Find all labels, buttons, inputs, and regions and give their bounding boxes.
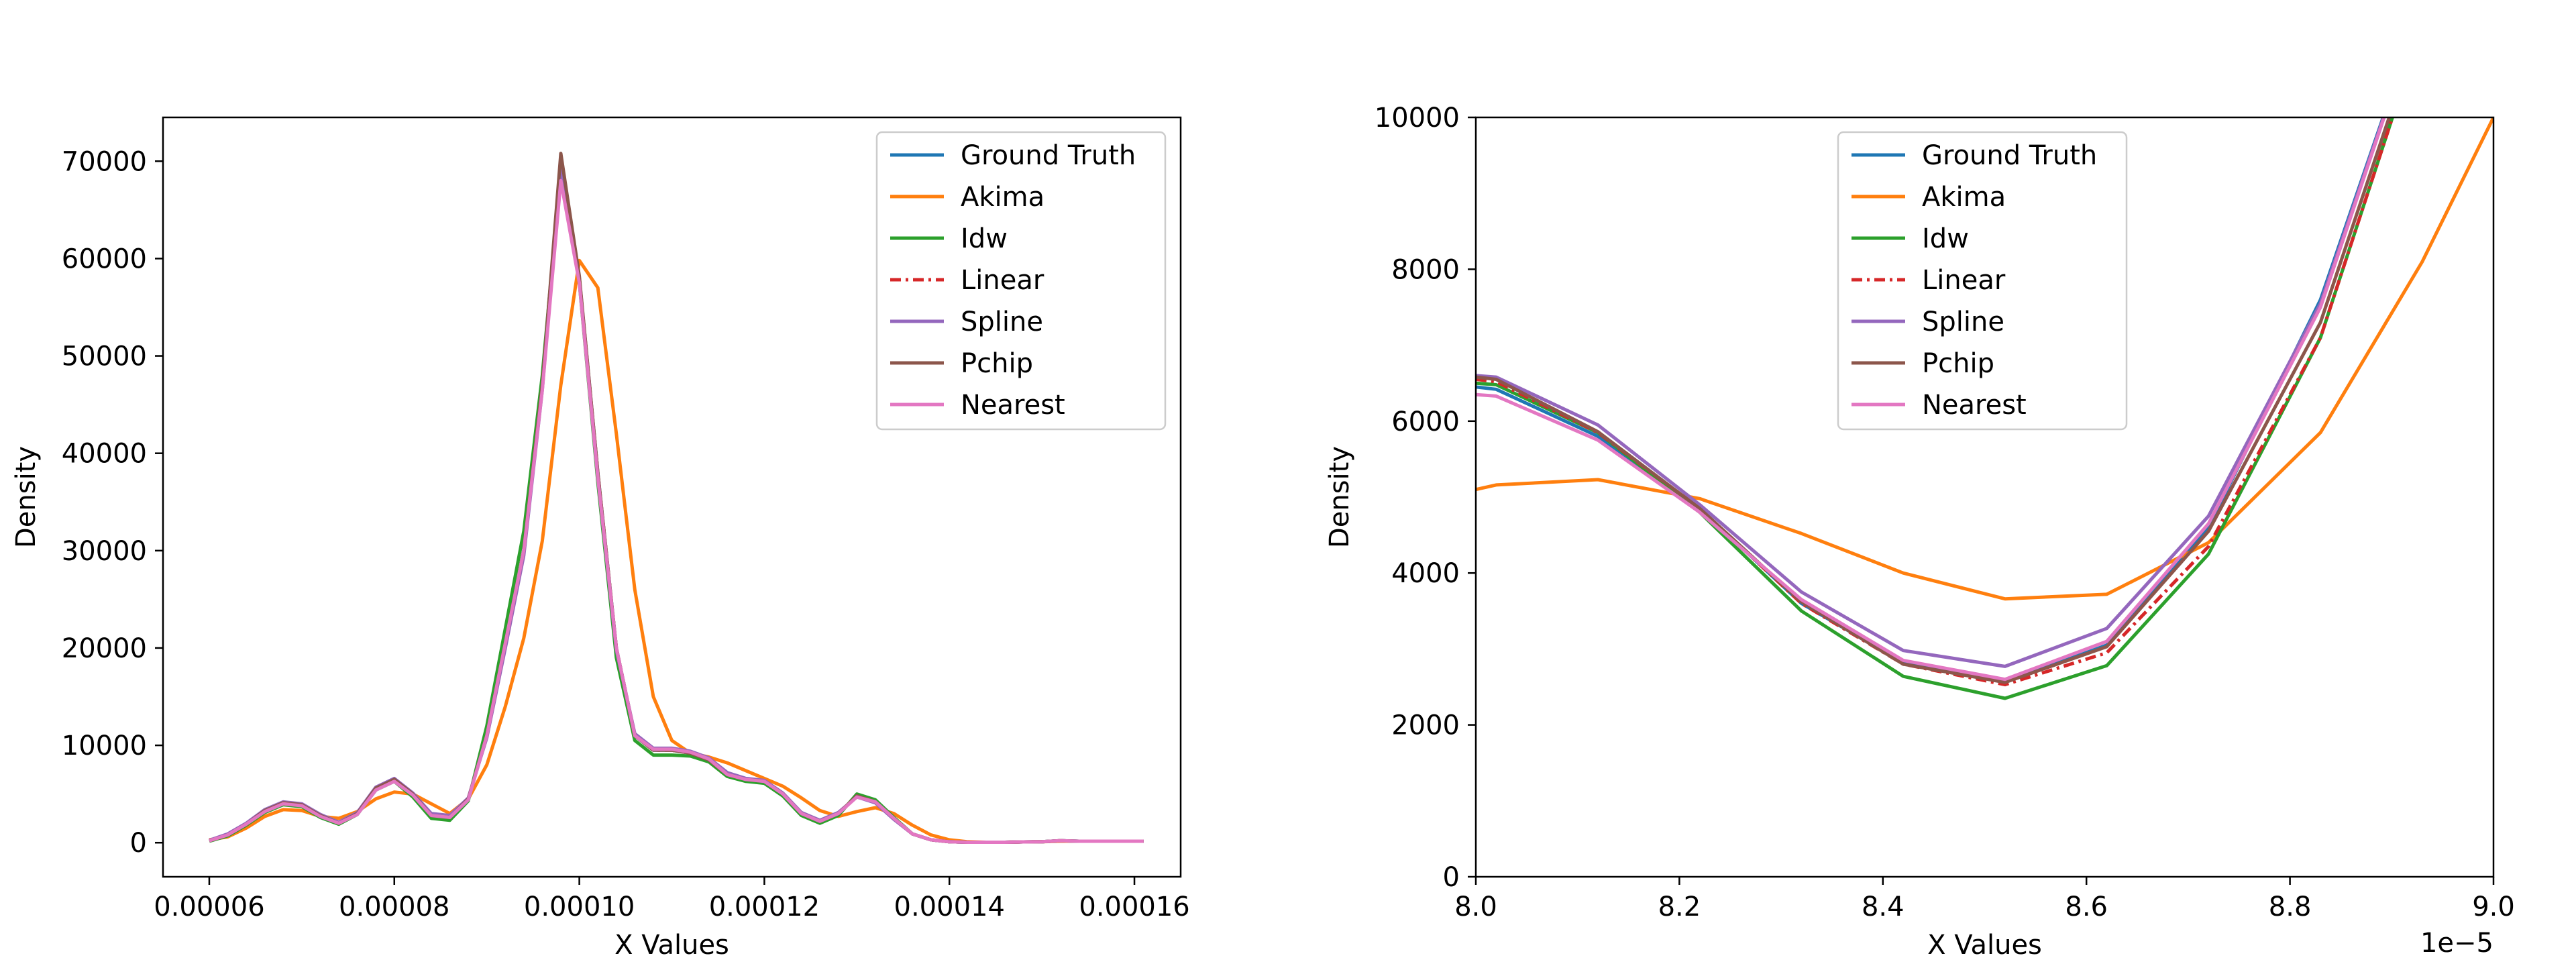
y-tick-label: 6000 (1391, 407, 1460, 437)
series-line-nearest (209, 178, 1144, 844)
y-tick-label: 4000 (1391, 558, 1460, 589)
x-tick-label: 8.6 (2065, 892, 2108, 922)
x-tick-label: 8.0 (1454, 892, 1497, 922)
y-tick-label: 10000 (1375, 103, 1460, 133)
y-tick-label: 0 (130, 828, 147, 859)
legend-label: Idw (1922, 223, 1969, 254)
series-line-nearest (1476, 117, 2386, 682)
x-tick-label: 8.2 (1658, 892, 1701, 922)
chart-panel-1: 0.00006 0.00008 0.00010 0.00012 0.00014 0.000… (11, 116, 1190, 961)
x-tick-label: 0.00010 (524, 892, 635, 922)
y-tick-label: 70000 (62, 146, 147, 177)
y-tick-label: 2000 (1391, 710, 1460, 741)
y-tick-label: 0 (1443, 862, 1460, 893)
axes-frame (162, 116, 1182, 878)
legend-label: Akima (961, 182, 1044, 213)
series-line-pchip (1476, 117, 2392, 684)
y-tick-label: 10000 (62, 731, 147, 761)
legend-label: Linear (1922, 265, 2006, 296)
legend-label: Idw (961, 223, 1008, 254)
axes-frame (1474, 116, 2495, 878)
chart-panel-2: 8.0 8.2 8.4 8.6 8.8 9.0 0 2000 4000 6000 8000 10000… (1324, 103, 2515, 961)
series-line-spline (1476, 117, 2385, 668)
y-tick-label: 60000 (62, 244, 147, 274)
legend-label: Nearest (961, 390, 1065, 421)
legend-box (875, 131, 1167, 431)
legend: Ground Truth Akima Idw Linear Spline Pchip Nea… (875, 131, 1167, 431)
x-tick-label: 9.0 (2472, 892, 2515, 922)
series-line-akima (1476, 117, 2493, 601)
x-axis-label: X Values (1927, 930, 2042, 961)
legend-label: Linear (961, 265, 1044, 296)
x-offset-label: 1e−5 (2420, 928, 2493, 959)
x-tick-label: 8.8 (2269, 892, 2312, 922)
legend-label: Akima (1922, 182, 2006, 213)
legend-label: Spline (1922, 307, 2004, 337)
legend-label: Pchip (1922, 348, 1994, 379)
legend-label: Ground Truth (961, 140, 1136, 171)
legend-box (1837, 131, 2128, 431)
legend: Ground Truth Akima Idw Linear Spline Pchip Nea… (1837, 131, 2128, 431)
y-tick-label: 40000 (62, 439, 147, 470)
x-tick-label: 8.4 (1862, 892, 1904, 922)
y-tick-label: 20000 (62, 633, 147, 664)
legend-label: Pchip (961, 348, 1033, 379)
x-tick-label: 0.00014 (894, 892, 1005, 922)
x-tick-label: 0.00006 (154, 892, 264, 922)
y-axis-label: Density (1324, 446, 1355, 548)
y-tick-label: 50000 (62, 341, 147, 372)
x-tick-label: 0.00016 (1079, 892, 1189, 922)
plot-area (209, 152, 1144, 844)
x-tick-label: 0.00012 (709, 892, 820, 922)
plot-area (1476, 117, 2493, 700)
y-tick-label: 30000 (62, 536, 147, 567)
legend-label: Ground Truth (1922, 140, 2097, 171)
y-tick-label: 8000 (1391, 254, 1460, 285)
x-tick-label: 0.00008 (339, 892, 449, 922)
legend-label: Spline (961, 307, 1043, 337)
x-axis-label: X Values (614, 930, 729, 961)
y-axis-label: Density (11, 446, 42, 548)
legend-label: Nearest (1922, 390, 2027, 421)
